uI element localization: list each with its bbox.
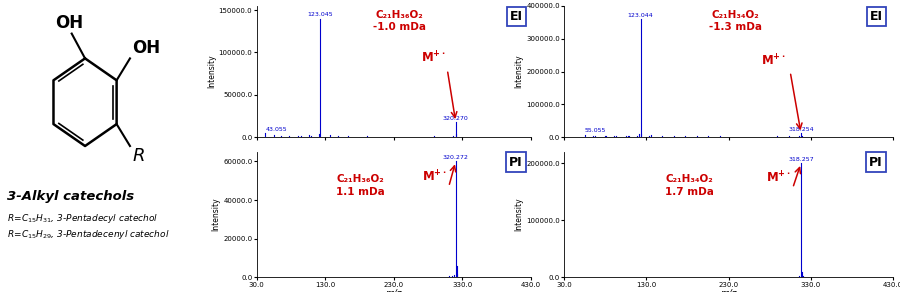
X-axis label: m/z: m/z <box>720 289 737 292</box>
Y-axis label: Intensity: Intensity <box>207 55 216 88</box>
Text: 123.045: 123.045 <box>308 12 333 17</box>
Text: 55.055: 55.055 <box>585 128 607 133</box>
Y-axis label: Intensity: Intensity <box>515 55 524 88</box>
Text: EI: EI <box>870 10 883 23</box>
Y-axis label: Intensity: Intensity <box>212 198 220 232</box>
Text: 123.044: 123.044 <box>628 13 653 18</box>
Text: $R\!=\!C_{15}H_{31}$, 3-Pentadecyl catechol: $R\!=\!C_{15}H_{31}$, 3-Pentadecyl catec… <box>7 212 158 225</box>
Text: $\mathbf{M^{+\bullet}}$: $\mathbf{M^{+\bullet}}$ <box>420 50 446 65</box>
Text: 3-Alkyl catechols: 3-Alkyl catechols <box>7 190 134 203</box>
Text: $\mathbf{M^{+\bullet}}$: $\mathbf{M^{+\bullet}}$ <box>422 169 446 185</box>
Y-axis label: Intensity: Intensity <box>515 198 524 232</box>
Text: C₂₁H₃₄O₂
-1.3 mDa: C₂₁H₃₄O₂ -1.3 mDa <box>708 10 761 32</box>
Text: C₂₁H₃₆O₂
1.1 mDa: C₂₁H₃₆O₂ 1.1 mDa <box>337 174 385 197</box>
Text: C₂₁H₃₄O₂
1.7 mDa: C₂₁H₃₄O₂ 1.7 mDa <box>665 174 714 197</box>
Text: OH: OH <box>55 14 84 32</box>
Text: 318.254: 318.254 <box>788 127 814 132</box>
Text: $\mathbf{M^{+\bullet}}$: $\mathbf{M^{+\bullet}}$ <box>761 53 786 68</box>
Text: 43.055: 43.055 <box>266 127 287 132</box>
Text: 320.272: 320.272 <box>443 155 469 160</box>
Text: EI: EI <box>509 10 523 23</box>
X-axis label: m/z: m/z <box>385 289 402 292</box>
Text: $R\!=\!C_{15}H_{29}$, 3-Pentadecenyl catechol: $R\!=\!C_{15}H_{29}$, 3-Pentadecenyl cat… <box>7 228 170 241</box>
Text: OH: OH <box>132 39 160 57</box>
Text: C₂₁H₃₆O₂
-1.0 mDa: C₂₁H₃₆O₂ -1.0 mDa <box>373 10 426 32</box>
Text: 318.257: 318.257 <box>788 157 814 162</box>
Text: PI: PI <box>509 156 523 168</box>
Text: 320.270: 320.270 <box>443 116 469 121</box>
Text: PI: PI <box>869 156 883 168</box>
Text: R: R <box>132 147 145 166</box>
Text: $\mathbf{M^{+\bullet}}$: $\mathbf{M^{+\bullet}}$ <box>766 171 790 186</box>
